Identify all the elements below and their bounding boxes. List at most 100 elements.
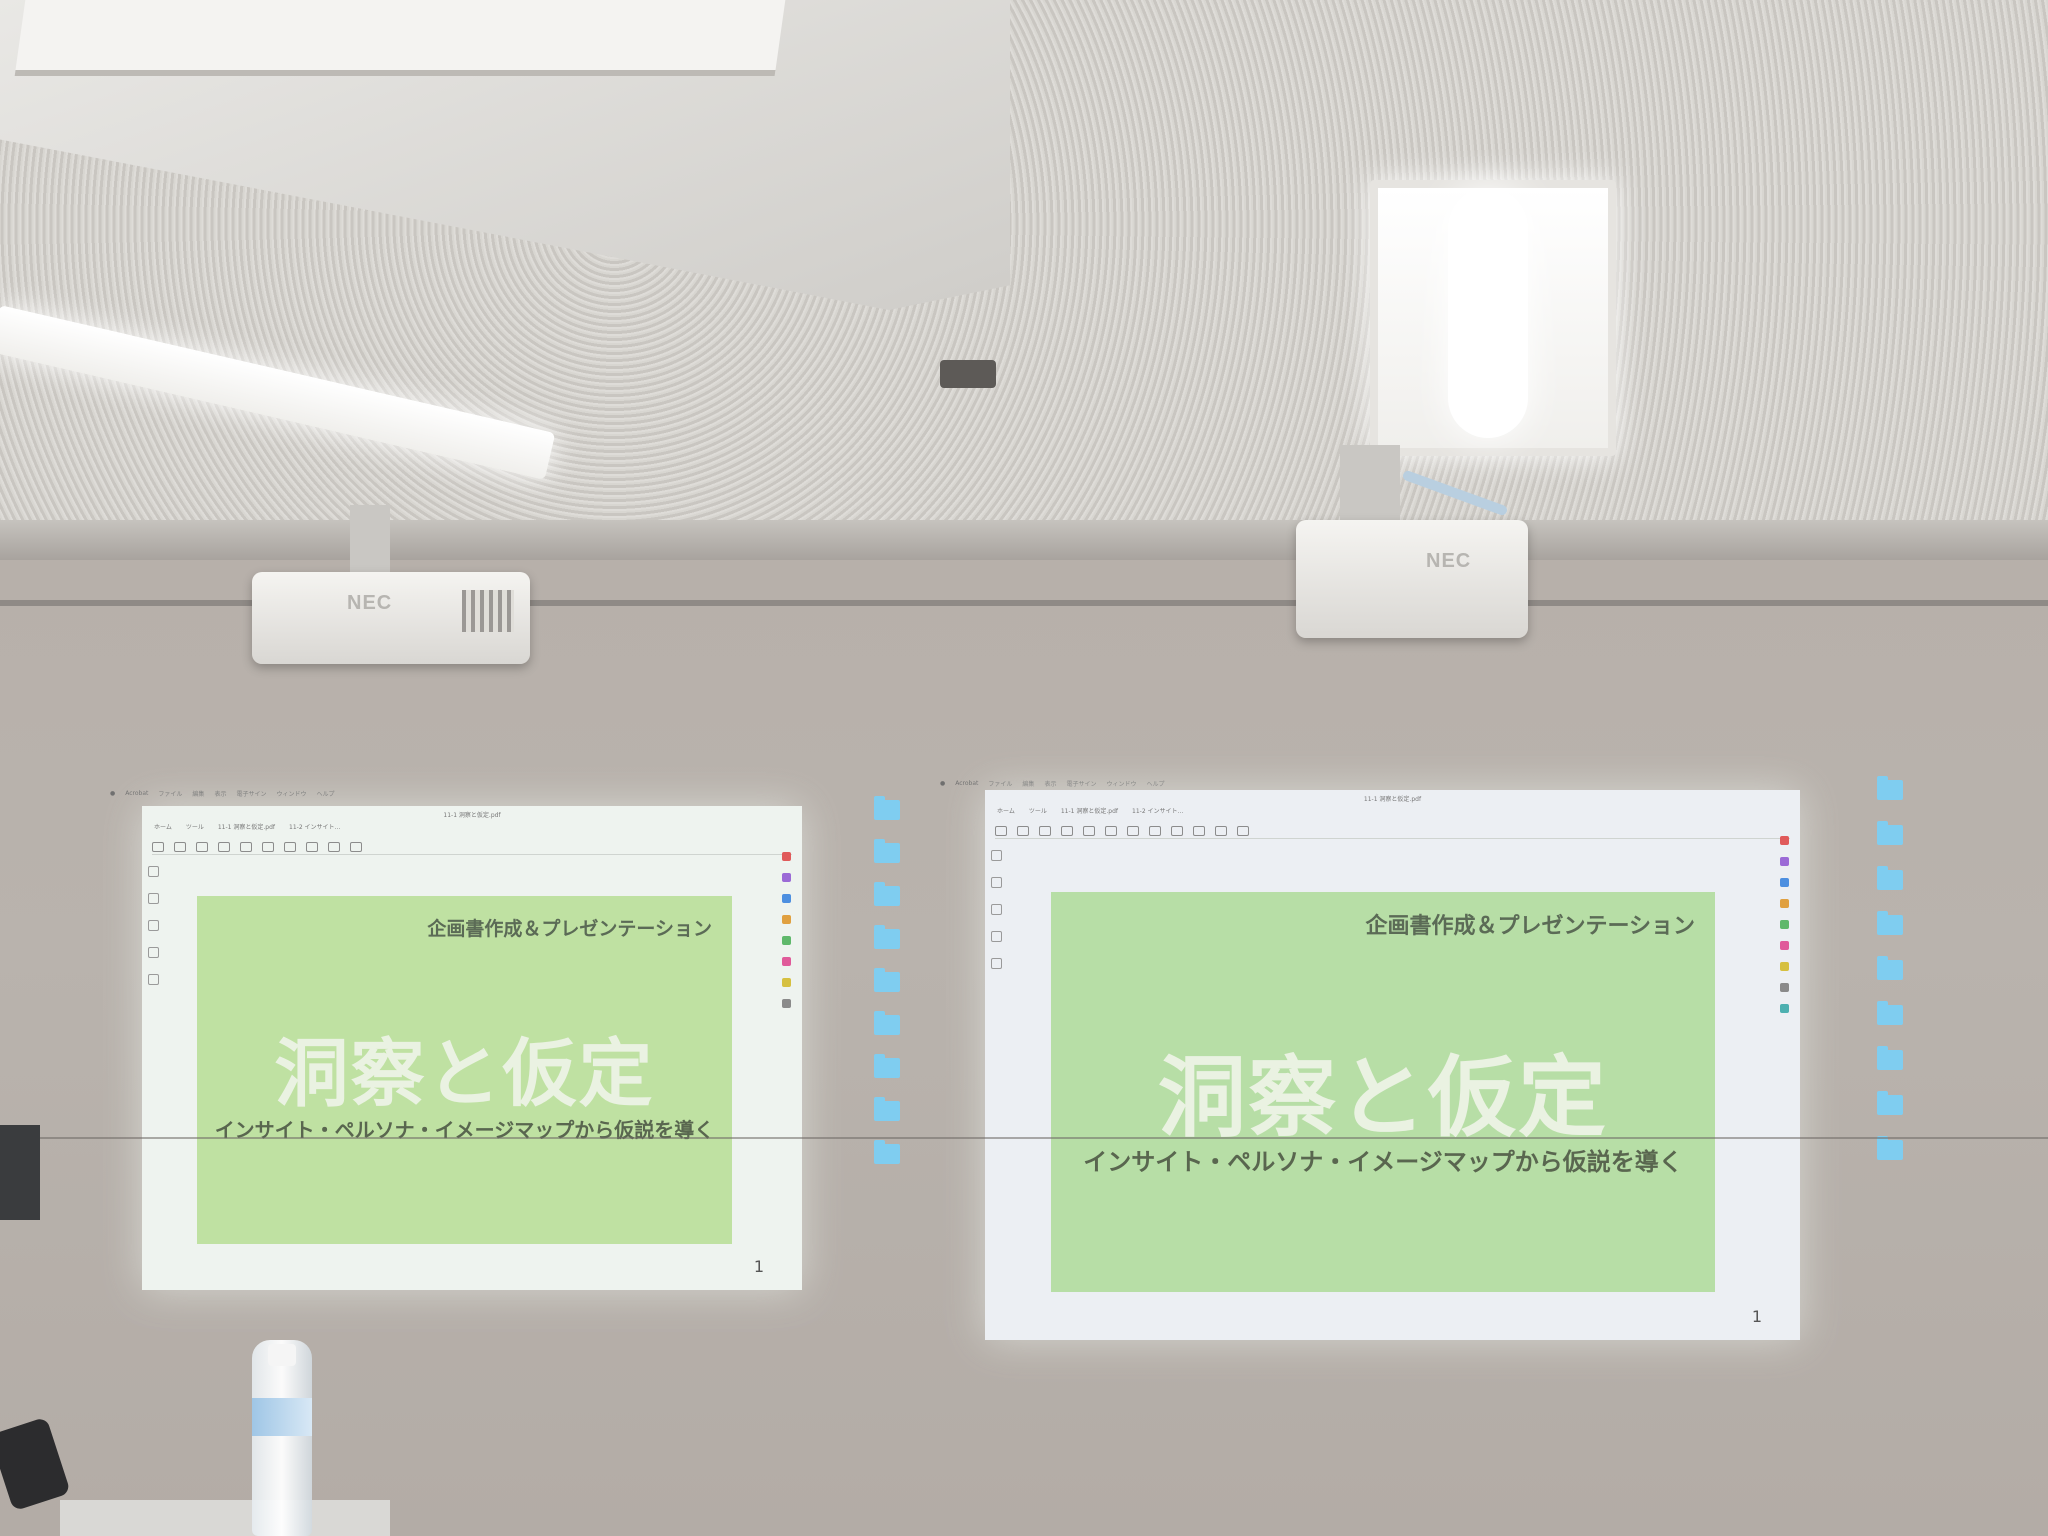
tool-icon	[1780, 1004, 1789, 1013]
folder-icon[interactable]	[874, 882, 900, 909]
folder-icon[interactable]	[874, 968, 900, 995]
projection-right: 11-1 洞察と仮定.pdf ホーム ツール 11-1 洞察と仮定.pdf 11…	[985, 790, 1800, 1340]
tool-icon	[1780, 836, 1789, 845]
toolbar-icon	[1061, 826, 1073, 836]
toolbar-icon	[196, 842, 208, 852]
tool-icon	[782, 978, 791, 987]
slide: 企画書作成＆プレゼンテーション 洞察と仮定 インサイト・ペルソナ・イメージマップ…	[1051, 892, 1715, 1292]
viewer-toolbar	[995, 824, 1790, 839]
ceiling-panel-frame	[14, 0, 786, 76]
toolbar-icon	[1127, 826, 1139, 836]
folder-icon[interactable]	[1877, 821, 1903, 848]
projector-mount-right	[1340, 445, 1400, 525]
toolbar-icon	[1171, 826, 1183, 836]
menu-item: 表示	[214, 790, 227, 798]
toolbar-icon	[1105, 826, 1117, 836]
monitor-edge	[0, 1125, 40, 1220]
menu-item: ファイル	[158, 790, 183, 798]
menu-item: 表示	[1044, 780, 1057, 788]
menu-item: 電子サイン	[236, 790, 267, 798]
folder-icon[interactable]	[1877, 1136, 1903, 1163]
slide-course-name: 企画書作成＆プレゼンテーション	[1365, 914, 1695, 939]
tool-icon	[1780, 941, 1789, 950]
tab-tools: ツール	[185, 824, 204, 831]
slide-subtitle: インサイト・ペルソナ・イメージマップから仮説を導く	[1083, 1148, 1683, 1176]
folder-icon[interactable]	[874, 796, 900, 823]
rail-icon	[991, 850, 1002, 861]
menu-item: ウィンドウ	[1106, 780, 1137, 788]
folder-icon[interactable]	[874, 1011, 900, 1038]
folder-icon[interactable]	[1877, 956, 1903, 983]
rail-icon	[148, 947, 159, 958]
desktop-icons-right	[1862, 776, 1918, 1163]
folder-icon[interactable]	[874, 1140, 900, 1167]
rail-icon	[991, 877, 1002, 888]
tool-icon	[1780, 920, 1789, 929]
wall-seam	[0, 1137, 2048, 1139]
folder-icon[interactable]	[1877, 866, 1903, 893]
tab-tools: ツール	[1028, 808, 1047, 815]
viewer-right-rail	[782, 852, 796, 1008]
tool-icon	[1780, 962, 1789, 971]
document-title: 11-1 洞察と仮定.pdf	[1363, 796, 1422, 803]
menu-item: 編集	[192, 790, 205, 798]
menu-item: ヘルプ	[1146, 780, 1165, 788]
tab-home: ホーム	[997, 808, 1015, 815]
folder-icon[interactable]	[1877, 911, 1903, 938]
folder-icon[interactable]	[1877, 1046, 1903, 1073]
rail-icon	[991, 958, 1002, 969]
folder-icon[interactable]	[874, 839, 900, 866]
projector-brand: NEC	[1426, 550, 1472, 572]
rail-icon	[148, 893, 159, 904]
menu-item: 電子サイン	[1066, 780, 1097, 788]
menu-item: ファイル	[988, 780, 1013, 788]
rail-icon	[148, 974, 159, 985]
menubar-left: ● Acrobat ファイル 編集 表示 電子サイン ウィンドウ ヘルプ	[110, 786, 930, 800]
viewer-right-rail	[1780, 836, 1794, 1013]
slide-title: 洞察と仮定	[1157, 1046, 1608, 1149]
rail-icon	[148, 866, 159, 877]
folder-icon[interactable]	[1877, 1001, 1903, 1028]
tool-icon	[1780, 857, 1789, 866]
folder-icon[interactable]	[874, 1054, 900, 1081]
projector-brand: NEC	[347, 592, 393, 614]
tool-icon	[782, 873, 791, 882]
folder-icon[interactable]	[874, 925, 900, 952]
page-number: 1	[1751, 1307, 1762, 1326]
menu-item: Acrobat	[955, 779, 979, 787]
water-bottle	[252, 1340, 312, 1536]
viewer-left-rail	[991, 850, 1005, 969]
ceiling-trim	[0, 520, 2048, 560]
bottle-cap	[268, 1344, 296, 1366]
tab-document: 11-1 洞察と仮定.pdf	[217, 824, 276, 831]
projector-vents	[462, 590, 514, 632]
tab-document-2: 11-2 インサイト...	[289, 824, 341, 831]
tool-icon	[782, 999, 791, 1008]
desk	[60, 1500, 390, 1536]
folder-icon[interactable]	[1877, 1091, 1903, 1118]
toolbar-icon	[350, 842, 362, 852]
rail-icon	[148, 920, 159, 931]
toolbar-icon	[240, 842, 252, 852]
slide-title: 洞察と仮定	[274, 1031, 655, 1117]
menu-item: Acrobat	[125, 789, 149, 797]
toolbar-icon	[174, 842, 186, 852]
ceiling-vent	[940, 360, 996, 388]
folder-icon[interactable]	[1877, 776, 1903, 803]
tab-document-2: 11-2 インサイト...	[1132, 808, 1184, 815]
page-number: 1	[753, 1257, 764, 1276]
viewer-left-rail	[148, 866, 162, 985]
toolbar-icon	[152, 842, 164, 852]
viewer-tabs: ホーム ツール 11-1 洞察と仮定.pdf 11-2 インサイト...	[154, 822, 340, 831]
menubar-right: ● Acrobat ファイル 編集 表示 電子サイン ウィンドウ ヘルプ	[940, 776, 1950, 790]
toolbar-icon	[284, 842, 296, 852]
tab-document: 11-1 洞察と仮定.pdf	[1060, 808, 1119, 815]
ceiling-light-right	[1370, 180, 1616, 456]
toolbar-icon	[1083, 826, 1095, 836]
tool-icon	[782, 915, 791, 924]
projection-left: 11-1 洞察と仮定.pdf ホーム ツール 11-1 洞察と仮定.pdf 11…	[142, 806, 802, 1290]
projector-left: NEC	[252, 572, 530, 664]
tool-icon	[782, 894, 791, 903]
toolbar-icon	[218, 842, 230, 852]
folder-icon[interactable]	[874, 1097, 900, 1124]
